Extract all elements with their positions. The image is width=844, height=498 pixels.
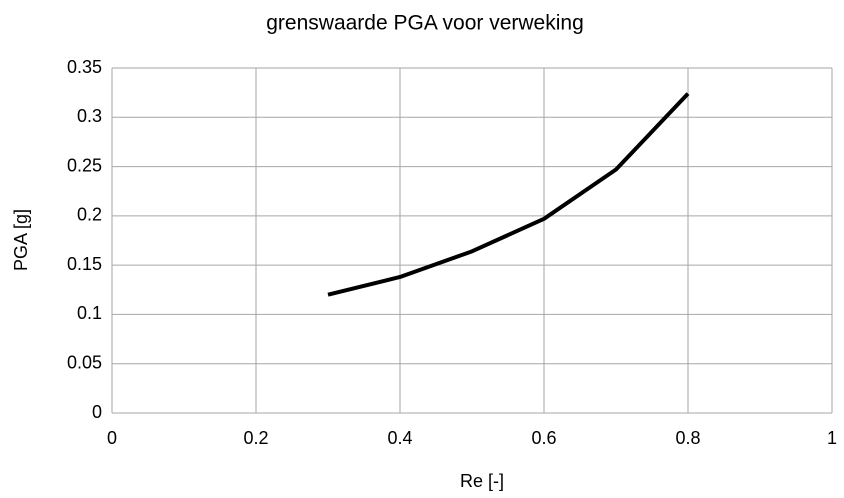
y-tick-label: 0.35 — [67, 57, 102, 77]
y-tick-label: 0.15 — [67, 254, 102, 274]
x-tick-label: 0.4 — [387, 428, 412, 448]
x-tick-label: 0 — [107, 428, 117, 448]
y-tick-label: 0.2 — [77, 205, 102, 225]
x-axis-label: Re [-] — [460, 471, 504, 491]
x-tick-label: 0.2 — [243, 428, 268, 448]
y-tick-label: 0.05 — [67, 352, 102, 372]
chart-title: grenswaarde PGA voor verweking — [266, 12, 584, 35]
x-tick-label: 0.8 — [675, 428, 700, 448]
data-line — [327, 92, 690, 297]
y-tick-label: 0.25 — [67, 155, 102, 175]
y-tick-label: 0 — [92, 402, 102, 422]
y-tick-label: 0.1 — [77, 303, 102, 323]
x-tick-label: 1 — [827, 428, 837, 448]
x-tick-label: 0.6 — [531, 428, 556, 448]
y-tick-label: 0.3 — [77, 106, 102, 126]
y-axis-label: PGA [g] — [11, 209, 31, 271]
